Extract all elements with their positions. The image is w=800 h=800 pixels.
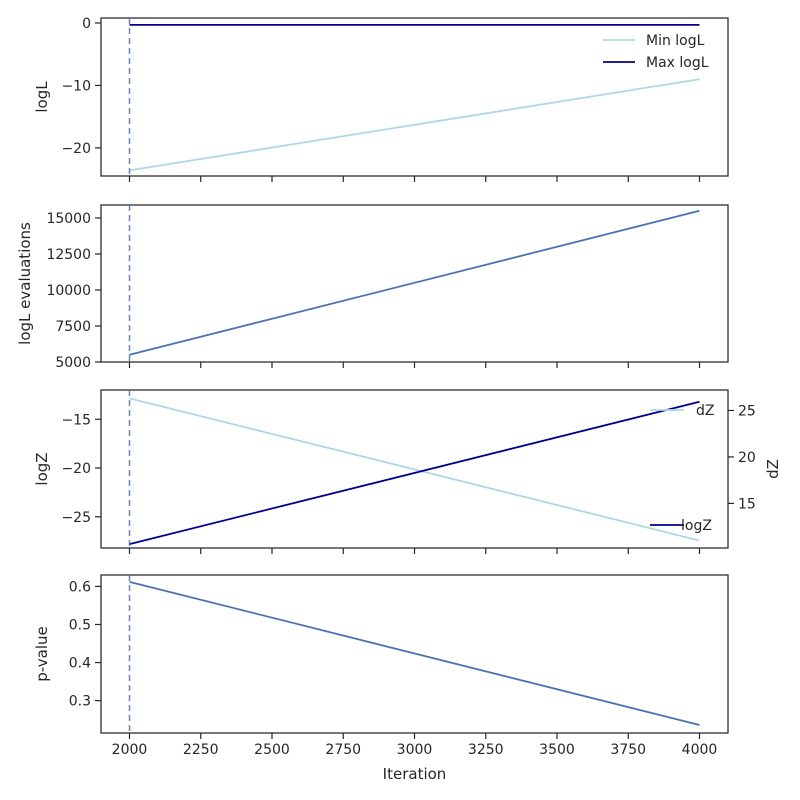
y-tick-label: 5000 xyxy=(55,355,91,371)
x-tick-label: 3500 xyxy=(539,742,575,758)
y2-tick-label: 15 xyxy=(738,496,756,512)
series-line-pvalue xyxy=(129,580,700,726)
series-line-dz xyxy=(129,397,700,542)
legend-label: logZ xyxy=(681,518,712,534)
y-tick-label: −25 xyxy=(61,510,91,526)
x-tick-label: 4000 xyxy=(682,742,718,758)
legend-label: Max logL xyxy=(646,55,709,71)
y-tick-label: 0 xyxy=(82,16,91,32)
legend-label: Min logL xyxy=(646,33,705,49)
y-tick-label: −15 xyxy=(61,412,91,428)
x-tick-label: 2250 xyxy=(183,742,219,758)
y-tick-label: 10000 xyxy=(46,283,91,299)
legend: dZ logZ xyxy=(650,403,714,534)
y-tick-label: 0.5 xyxy=(69,617,91,633)
axes-frame xyxy=(100,17,729,177)
y-tick-label: 12500 xyxy=(46,247,91,263)
y-tick-label: 0.4 xyxy=(69,656,91,672)
y2-axis-label: dZ xyxy=(764,459,782,479)
y-tick-label: 15000 xyxy=(46,211,91,227)
x-tick-label: 3750 xyxy=(610,742,646,758)
series-line-logz xyxy=(129,400,700,545)
x-axis-label: Iteration xyxy=(383,765,447,783)
panel-logZ: −15 −20 −25 25 20 15 logZ dZ dZ logZ xyxy=(33,389,782,554)
panel-evaluations: 5000 7500 10000 12500 15000 logL evaluations xyxy=(16,204,729,371)
legend-label: dZ xyxy=(696,403,714,419)
x-tick-label: 2500 xyxy=(254,742,290,758)
y-axis-label: logZ xyxy=(33,452,51,485)
y-tick-label: −20 xyxy=(61,141,91,157)
panel-logL: 0 −10 −20 logL Min logL Max logL xyxy=(33,16,729,182)
y-axis-label: logL xyxy=(33,81,51,113)
y-tick-label: −10 xyxy=(61,78,91,94)
y2-tick-label: 25 xyxy=(738,403,756,419)
x-tick-label: 2000 xyxy=(112,742,148,758)
y-axis-label: p-value xyxy=(33,626,51,682)
x-tick-label: 3000 xyxy=(397,742,433,758)
series-line-min-logl xyxy=(129,78,700,172)
legend: Min logL Max logL xyxy=(603,33,709,71)
x-tick-label: 3250 xyxy=(468,742,504,758)
y-axis-label: logL evaluations xyxy=(16,222,34,345)
y-tick-label: 0.6 xyxy=(69,579,91,595)
panel-pvalue: 0.6 0.5 0.4 0.3 2000 2250 2500 2750 3000 3250 3500… xyxy=(33,574,729,783)
y-tick-label: 7500 xyxy=(55,319,91,335)
y2-tick-label: 20 xyxy=(738,450,756,466)
y-tick-label: 0.3 xyxy=(69,694,91,710)
x-tick-label: 2750 xyxy=(325,742,361,758)
y-tick-label: −20 xyxy=(61,461,91,477)
series-line-evaluations xyxy=(129,209,700,356)
